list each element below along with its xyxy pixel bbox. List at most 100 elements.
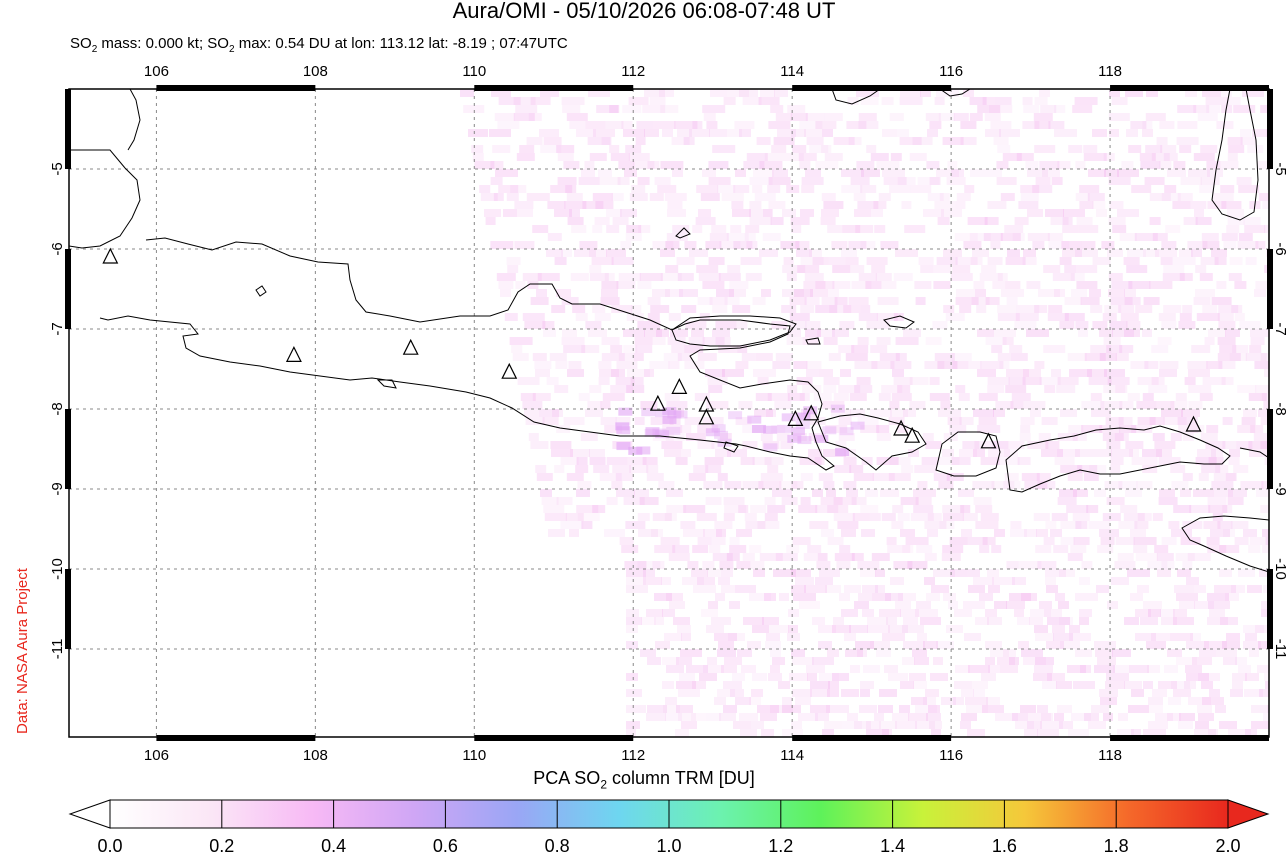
so2-pixel <box>574 249 596 257</box>
lat-tick-label-left: -6 <box>49 242 66 255</box>
so2-pixel <box>768 673 782 681</box>
so2-pixel <box>772 657 785 665</box>
so2-pixel <box>1260 353 1269 361</box>
so2-pixel <box>526 193 550 201</box>
so2-pixel <box>1252 129 1269 137</box>
so2-pixel <box>792 689 812 697</box>
so2-pixel <box>793 593 816 601</box>
so2-pixel <box>910 513 934 521</box>
so2-pixel-enhanced <box>763 425 778 434</box>
so2-pixel <box>810 681 830 689</box>
so2-pixel <box>983 233 1003 241</box>
so2-pixel <box>676 705 693 713</box>
so2-pixel <box>731 201 744 209</box>
so2-pixel <box>856 161 875 169</box>
so2-pixel <box>1152 233 1168 241</box>
so2-pixel <box>639 497 659 505</box>
so2-pixel <box>1217 313 1234 321</box>
so2-pixel <box>1149 217 1161 225</box>
so2-pixel <box>1117 729 1134 737</box>
so2-pixel <box>1010 529 1027 537</box>
so2-pixel <box>781 305 797 313</box>
so2-pixel <box>611 369 625 377</box>
so2-pixel <box>1092 201 1106 209</box>
so2-pixel <box>561 337 585 345</box>
so2-pixel <box>926 161 940 169</box>
so2-pixel <box>1225 593 1239 601</box>
so2-pixel <box>491 89 511 97</box>
so2-pixel <box>592 193 613 201</box>
so2-pixel <box>764 497 776 505</box>
so2-pixel <box>800 305 815 313</box>
so2-pixel <box>799 457 822 465</box>
so2-pixel <box>967 569 980 577</box>
so2-pixel <box>1142 329 1152 337</box>
so2-pixel <box>844 633 856 641</box>
so2-pixel <box>1255 625 1269 633</box>
so2-pixel <box>1219 345 1237 353</box>
so2-pixel <box>1217 353 1241 361</box>
so2-pixel <box>1089 465 1107 473</box>
so2-pixel-enhanced <box>803 406 818 415</box>
so2-pixel <box>917 481 928 489</box>
so2-pixel <box>1237 385 1257 393</box>
lon-tick-label-top: 114 <box>780 63 804 80</box>
so2-pixel <box>668 313 681 321</box>
so2-pixel <box>915 297 926 305</box>
so2-pixel <box>806 665 825 673</box>
so2-pixel <box>1058 601 1069 609</box>
so2-pixel <box>833 497 857 505</box>
so2-pixel <box>1109 201 1124 209</box>
so2-pixel <box>611 305 633 313</box>
so2-pixel <box>679 673 695 681</box>
so2-pixel <box>1214 489 1233 497</box>
so2-pixel <box>733 721 751 729</box>
so2-pixel <box>900 609 919 617</box>
so2-pixel <box>898 593 916 601</box>
so2-pixel <box>1130 529 1146 537</box>
so2-pixel <box>866 257 888 265</box>
so2-pixel <box>862 609 874 617</box>
so2-pixel-enhanced <box>618 407 633 416</box>
so2-pixel <box>977 329 994 337</box>
so2-pixel <box>755 393 772 401</box>
so2-pixel <box>1199 185 1215 193</box>
so2-pixel <box>1179 145 1192 153</box>
so2-pixel <box>661 441 683 449</box>
so2-pixel <box>1228 273 1242 281</box>
so2-pixel <box>991 481 1015 489</box>
so2-pixel <box>1151 345 1169 353</box>
so2-pixel <box>730 689 744 697</box>
so2-pixel <box>1027 209 1043 217</box>
so2-pixel <box>866 321 890 329</box>
so2-pixel <box>925 337 942 345</box>
so2-pixel <box>606 249 626 257</box>
so2-pixel <box>958 393 970 401</box>
so2-pixel <box>717 185 736 193</box>
so2-pixel <box>823 481 835 489</box>
so2-pixel <box>1032 185 1053 193</box>
lat-tick-label-right: -5 <box>1272 162 1288 175</box>
so2-pixel <box>711 441 726 449</box>
so2-pixel <box>1051 177 1063 185</box>
so2-pixel <box>786 273 797 281</box>
lon-tick-label-top: 112 <box>621 63 645 80</box>
so2-pixel <box>789 321 807 329</box>
so2-pixel <box>717 649 736 657</box>
so2-pixel <box>585 121 606 129</box>
so2-pixel <box>1092 321 1108 329</box>
so2-pixel <box>1054 105 1066 113</box>
so2-pixel <box>712 329 730 337</box>
so2-pixel <box>881 513 896 521</box>
so2-pixel <box>700 193 720 201</box>
so2-pixel <box>1059 489 1077 497</box>
so2-pixel <box>938 481 954 489</box>
so2-pixel <box>1037 561 1057 569</box>
so2-pixel <box>787 385 798 393</box>
so2-pixel <box>556 145 575 153</box>
so2-pixel <box>968 665 990 673</box>
so2-pixel <box>1023 657 1046 665</box>
so2-pixel <box>749 217 772 225</box>
so2-pixel <box>714 633 737 641</box>
so2-pixel <box>979 593 993 601</box>
